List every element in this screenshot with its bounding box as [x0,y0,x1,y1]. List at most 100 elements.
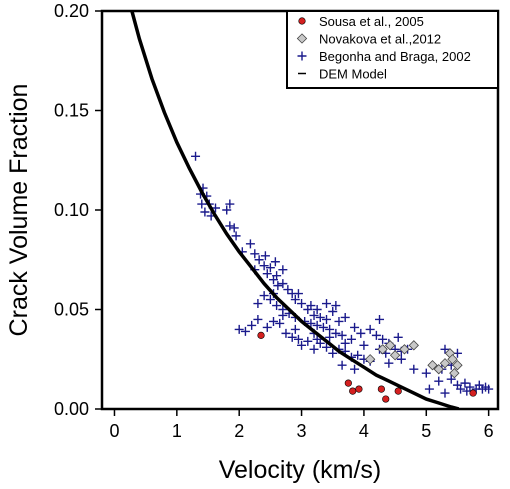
data-point [254,255,264,265]
data-point [303,336,313,346]
data-point [231,231,241,241]
data-point [328,306,338,316]
data-point [389,350,401,361]
x-tick-label: 2 [234,421,244,441]
data-point [409,364,419,374]
x-tick-label: 1 [172,421,182,441]
data-point [394,387,402,395]
data-point [309,310,319,320]
data-point [275,318,285,328]
data-point [344,379,352,387]
data-point [396,354,406,364]
x-axis-title: Velocity (km/s) [219,456,382,484]
data-point [290,295,300,305]
data-point [234,324,244,334]
data-point [262,322,272,332]
data-point [229,223,239,233]
data-point [312,320,322,330]
data-point [306,318,316,328]
legend: Sousa et al., 2005 Novakova et al.,2012 Be… [286,10,499,89]
data-point [440,388,450,398]
y-tick-label: 0.10 [54,200,89,220]
data-point [318,322,328,332]
data-point [377,385,385,393]
data-point [365,324,375,334]
data-point [462,386,472,396]
data-point [297,299,307,309]
data-point [278,310,288,320]
legend-marker [296,33,308,44]
data-point [309,344,319,354]
data-point [421,368,431,378]
data-point [293,289,303,299]
data-point [315,312,325,322]
data-point [353,350,363,360]
data-point [384,340,396,351]
data-point [273,281,283,291]
x-tick-label: 0 [109,421,119,441]
data-point [312,305,322,314]
data-point [359,340,369,350]
data-point [439,358,451,369]
y-axis-title: Crack Volume Fraction [5,84,33,337]
data-point [337,330,347,340]
data-point [257,331,265,339]
data-point [449,368,460,379]
x-tick-label: 3 [297,421,307,441]
legend-label: Sousa et al., 2005 [319,14,424,29]
legend-label: DEM Model [319,67,387,82]
data-point [484,384,494,394]
data-point [408,340,419,351]
data-point [452,360,463,371]
y-tick-label: 0.05 [54,300,89,320]
data-point [334,316,344,326]
data-point [382,395,390,403]
data-point [440,344,450,354]
data-point [278,279,288,289]
data-point [399,344,410,355]
data-point [328,348,338,358]
data-point [270,257,280,267]
data-point [283,285,293,295]
data-point [268,275,278,285]
data-point [446,374,456,384]
data-point [268,316,278,326]
data-point [287,332,297,342]
data-point [350,322,360,332]
x-tick-label: 4 [359,421,369,441]
data-point [356,328,366,338]
data-point [384,358,394,368]
data-point [331,328,341,338]
data-point [378,334,388,344]
data-point [350,364,360,374]
data-point [424,384,434,394]
data-point [337,360,347,370]
data-point [278,265,288,275]
legend-marker [297,51,307,61]
data-point [200,207,210,217]
x-tick-label: 5 [421,421,431,441]
data-point [247,320,257,330]
data-point [469,389,477,397]
dem-model-curve [130,11,460,409]
legend-box [286,10,499,89]
data-point [427,360,438,371]
data-point [297,340,307,350]
x-tick-label: 6 [484,421,494,441]
legend-label: Begonha and Braga, 2002 [319,49,471,64]
data-point [245,239,255,249]
y-tick-label: 0.00 [54,399,89,419]
data-point [377,344,388,355]
data-point [293,334,303,344]
data-point [434,376,444,386]
data-point [460,378,470,388]
data-point [433,364,444,375]
data-point [272,301,282,311]
data-point [262,269,272,279]
data-point [306,301,316,311]
data-point [265,295,275,305]
data-point [447,354,458,365]
data-point [322,314,332,324]
y-tick-label: 0.15 [54,101,89,121]
data-point [260,251,270,261]
